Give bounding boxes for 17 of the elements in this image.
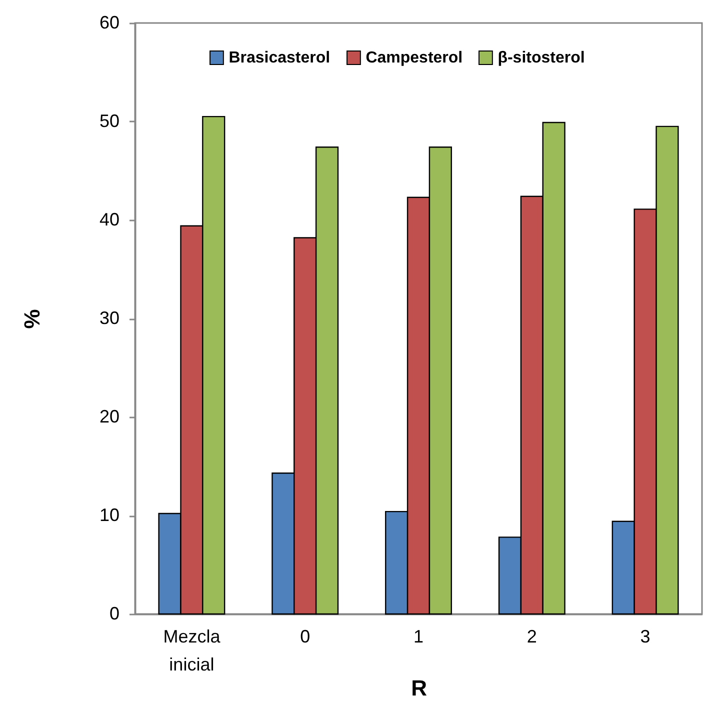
legend-label: Brasicasterol [228,50,330,67]
y-tick-label: 60 [99,12,120,32]
x-tick-label: 0 [300,626,310,646]
y-tick-label: 40 [99,210,120,230]
x-axis-title: R [411,676,428,700]
y-axis-title: % [19,309,44,329]
x-tick-label: 2 [526,626,537,646]
y-tick-label: 0 [109,604,120,624]
x-tick-label: 1 [413,626,424,646]
y-tick-label: 20 [99,406,120,426]
y-tick-label: 30 [99,308,120,328]
y-tick-label: 10 [99,505,120,525]
y-tick-label: 50 [99,111,120,131]
legend-label: β-sitosterol [498,50,585,67]
legend-label: Campesterol [366,50,463,67]
x-tick-label: 3 [640,626,650,646]
x-tick-label: Mezcla inicial [163,626,222,674]
